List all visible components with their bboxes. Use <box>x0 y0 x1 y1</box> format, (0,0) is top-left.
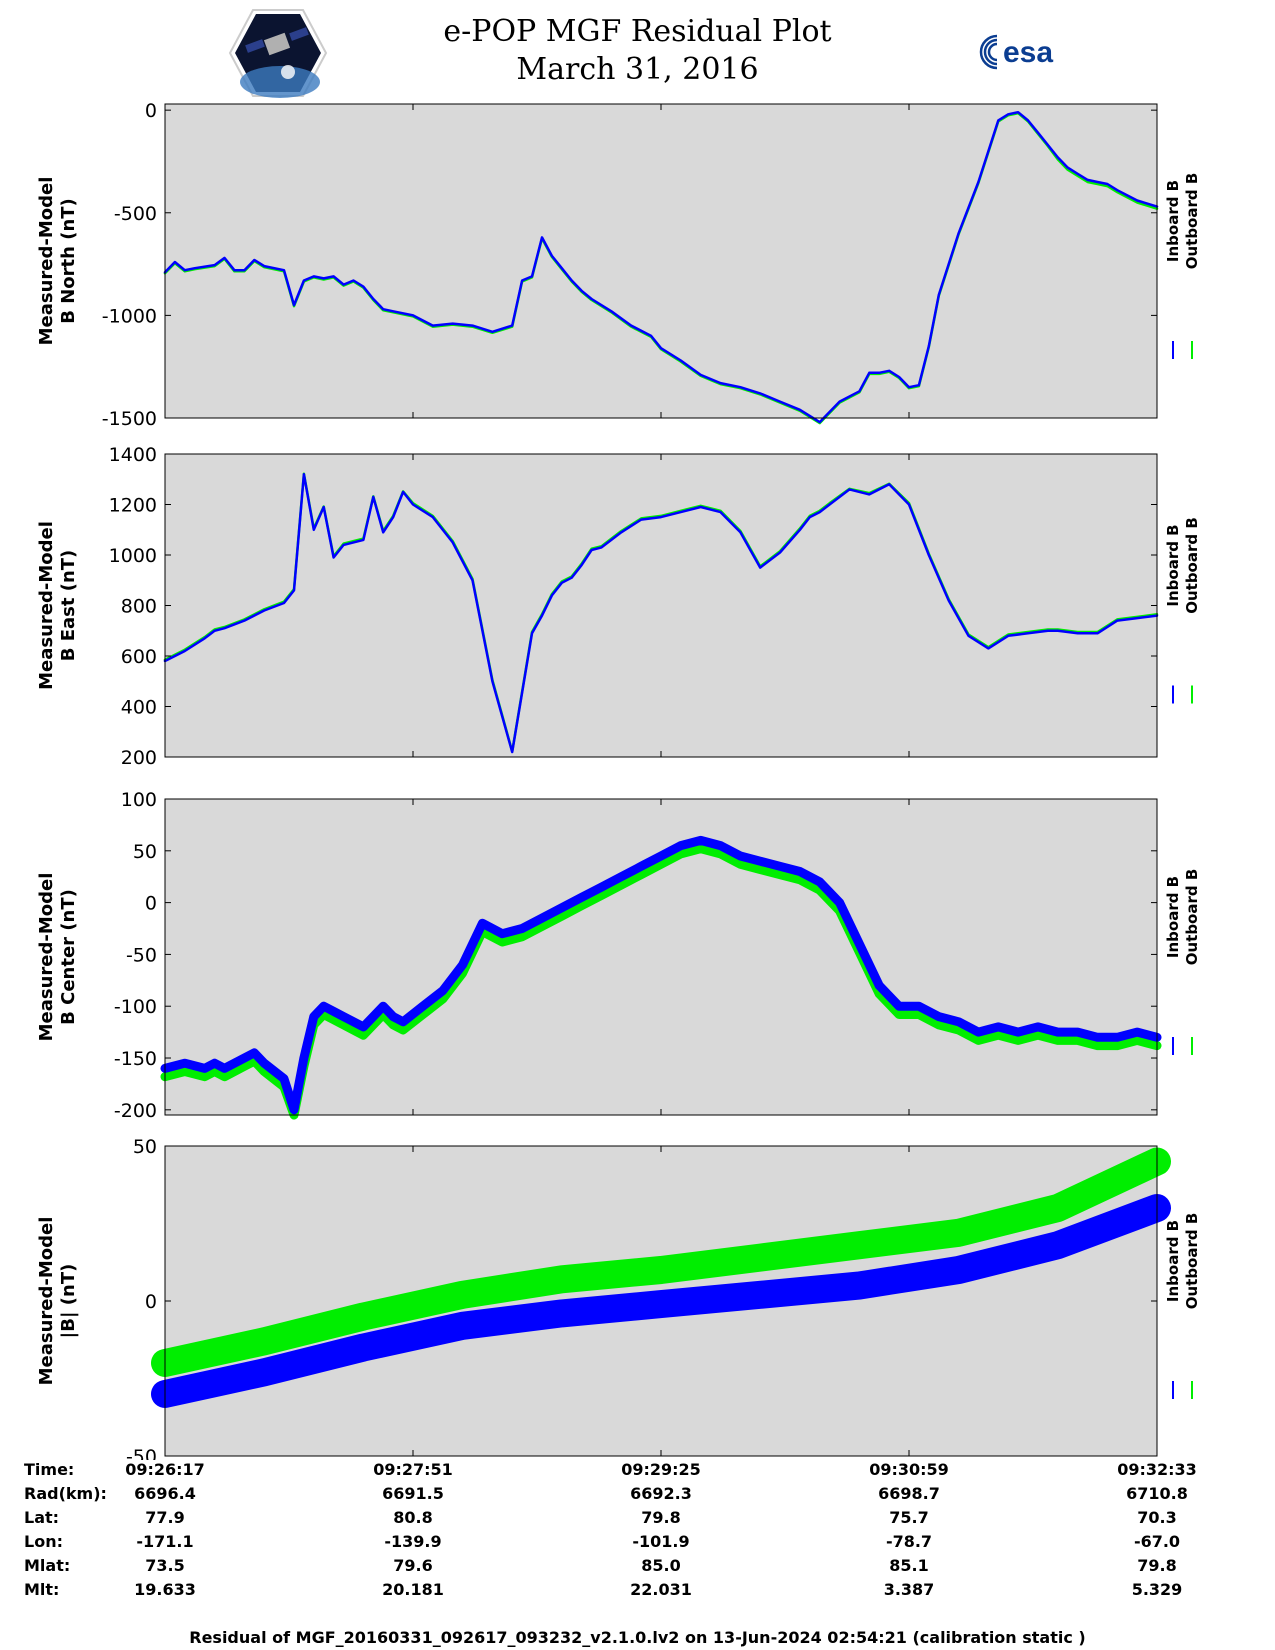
y-tick-label: 100 <box>121 789 157 811</box>
chart-panel-1: 0 -500 -1000 -1500 Measured-ModelB North (nT… <box>36 100 1201 430</box>
y-tick-label: 600 <box>121 646 157 668</box>
y-tick-label: -100 <box>114 996 157 1018</box>
info-cell: 85.1 <box>889 1556 929 1575</box>
info-cell: 75.7 <box>889 1508 929 1527</box>
info-cell: 20.181 <box>382 1580 444 1599</box>
info-cell: 09:27:51 <box>373 1460 453 1479</box>
info-cell: 73.5 <box>145 1556 185 1575</box>
info-cell: -139.9 <box>384 1532 442 1551</box>
info-cell: -101.9 <box>632 1532 690 1551</box>
info-cell: 09:30:59 <box>869 1460 949 1479</box>
info-cell: 6696.4 <box>134 1484 196 1503</box>
svg-text:esa: esa <box>1003 36 1053 69</box>
info-cell: 77.9 <box>145 1508 185 1527</box>
info-cell: 6691.5 <box>382 1484 444 1503</box>
y-tick-label: -50 <box>126 1446 157 1460</box>
y-axis-label: Measured-ModelB East (nT) <box>36 521 79 690</box>
y-tick-label: 1200 <box>109 495 157 517</box>
y-tick-label: 50 <box>133 1136 157 1158</box>
y-axis-label-line: B Center (nT) <box>58 889 79 1025</box>
series-line-outboard-b <box>151 1147 1171 1377</box>
info-cell: 70.3 <box>1137 1508 1177 1527</box>
y-axis-label: Measured-ModelB North (nT) <box>36 177 79 346</box>
plot-background <box>165 104 1157 418</box>
legend-label: Outboard B <box>1183 1213 1201 1310</box>
info-cell: 09:32:33 <box>1117 1460 1197 1479</box>
y-axis-label-line: Measured-Model <box>36 521 57 690</box>
y-tick-label: 1400 <box>109 444 157 466</box>
info-cell: -67.0 <box>1133 1532 1181 1551</box>
plot-background <box>165 454 1157 757</box>
header: e-POP MGF Residual Plot March 31, 2016 e… <box>0 0 1275 100</box>
info-row-label: Mlt: <box>24 1580 60 1599</box>
info-cell: -171.1 <box>136 1532 194 1551</box>
legend-label: Outboard B <box>1183 869 1201 966</box>
y-tick-label: -200 <box>114 1100 157 1122</box>
y-tick-label: 1000 <box>109 545 157 567</box>
plot-background <box>165 799 1157 1115</box>
info-cell: 79.6 <box>393 1556 433 1575</box>
y-axis-label: Measured-ModelB Center (nT) <box>36 873 79 1042</box>
page-title: e-POP MGF Residual Plot <box>443 14 832 49</box>
series-line-inboard-b <box>163 110 1159 424</box>
legend-label: Inboard B <box>1164 180 1182 262</box>
y-axis-label-line: |B| (nT) <box>58 1264 79 1339</box>
y-tick-label: -150 <box>114 1048 157 1070</box>
info-row-label: Mlat: <box>24 1556 71 1575</box>
y-axis-label-line: B East (nT) <box>58 550 79 662</box>
footer-caption: Residual of MGF_20160331_092617_093232_v… <box>189 1628 1086 1647</box>
info-cell: 6710.8 <box>1126 1484 1188 1503</box>
y-axis-label: Measured-Model|B| (nT) <box>36 1217 79 1386</box>
info-cell: 85.0 <box>641 1556 681 1575</box>
y-tick-label: -1000 <box>102 305 157 327</box>
y-tick-label: 0 <box>145 100 157 122</box>
series-line-inboard-b <box>163 472 1159 754</box>
y-tick-label: -1500 <box>102 408 157 430</box>
legend-label: Inboard B <box>1164 876 1182 958</box>
info-cell: 5.329 <box>1131 1580 1183 1599</box>
legend-label: Inboard B <box>1164 524 1182 606</box>
y-tick-label: 200 <box>121 747 157 769</box>
series-line-inboard-b <box>160 835 1162 1115</box>
info-cell: 79.8 <box>1137 1556 1177 1575</box>
info-cell: -78.7 <box>885 1532 933 1551</box>
y-tick-label: 0 <box>145 1291 157 1313</box>
info-cell: 3.387 <box>883 1580 935 1599</box>
epop-satellite-logo-icon <box>228 9 328 98</box>
info-row-label: Time: <box>24 1460 75 1479</box>
info-cell: 6698.7 <box>878 1484 940 1503</box>
info-cell: 6692.3 <box>630 1484 692 1503</box>
legend-label: Outboard B <box>1183 517 1201 614</box>
info-cell: 22.031 <box>630 1580 692 1599</box>
info-cell: 09:29:25 <box>621 1460 701 1479</box>
y-tick-label: -50 <box>126 944 157 966</box>
y-axis-label-line: Measured-Model <box>36 873 57 1042</box>
page-subtitle: March 31, 2016 <box>516 52 759 87</box>
info-cell: 19.633 <box>134 1580 196 1599</box>
y-tick-label: 0 <box>145 893 157 915</box>
chart-panel-2: 1400 1200 1000 800 600 400 200 Measured-ModelB … <box>36 444 1201 769</box>
y-tick-label: 800 <box>121 596 157 618</box>
info-cell: 09:26:17 <box>125 1460 205 1479</box>
info-cell: 80.8 <box>393 1508 433 1527</box>
series-line-inboard-b <box>151 1194 1171 1408</box>
esa-logo-icon: esa <box>979 34 1053 70</box>
y-axis-label-line: Measured-Model <box>36 177 57 346</box>
y-tick-label: -500 <box>114 203 157 225</box>
y-tick-label: 50 <box>133 841 157 863</box>
orbit-info-table: Time: Rad(km): Lat: Lon: Mlat: Mlt: 09:26:17 66… <box>0 1460 1275 1610</box>
info-row-label: Rad(km): <box>24 1484 107 1503</box>
info-row-label: Lat: <box>24 1508 60 1527</box>
chart-panel-4: 50 0 -50 Measured-Model|B| (nT) Inboard B Out… <box>36 1136 1201 1460</box>
info-row-label: Lon: <box>24 1532 63 1551</box>
legend-label: Outboard B <box>1183 173 1201 270</box>
y-axis-label-line: Measured-Model <box>36 1217 57 1386</box>
y-axis-label-line: B North (nT) <box>58 198 79 324</box>
chart-panel-3: 100 50 0 -50 -100 -150 -200 Measured-ModelB Cen… <box>36 789 1201 1122</box>
y-tick-label: 400 <box>121 697 157 719</box>
info-cell: 79.8 <box>641 1508 681 1527</box>
legend-label: Inboard B <box>1164 1220 1182 1302</box>
